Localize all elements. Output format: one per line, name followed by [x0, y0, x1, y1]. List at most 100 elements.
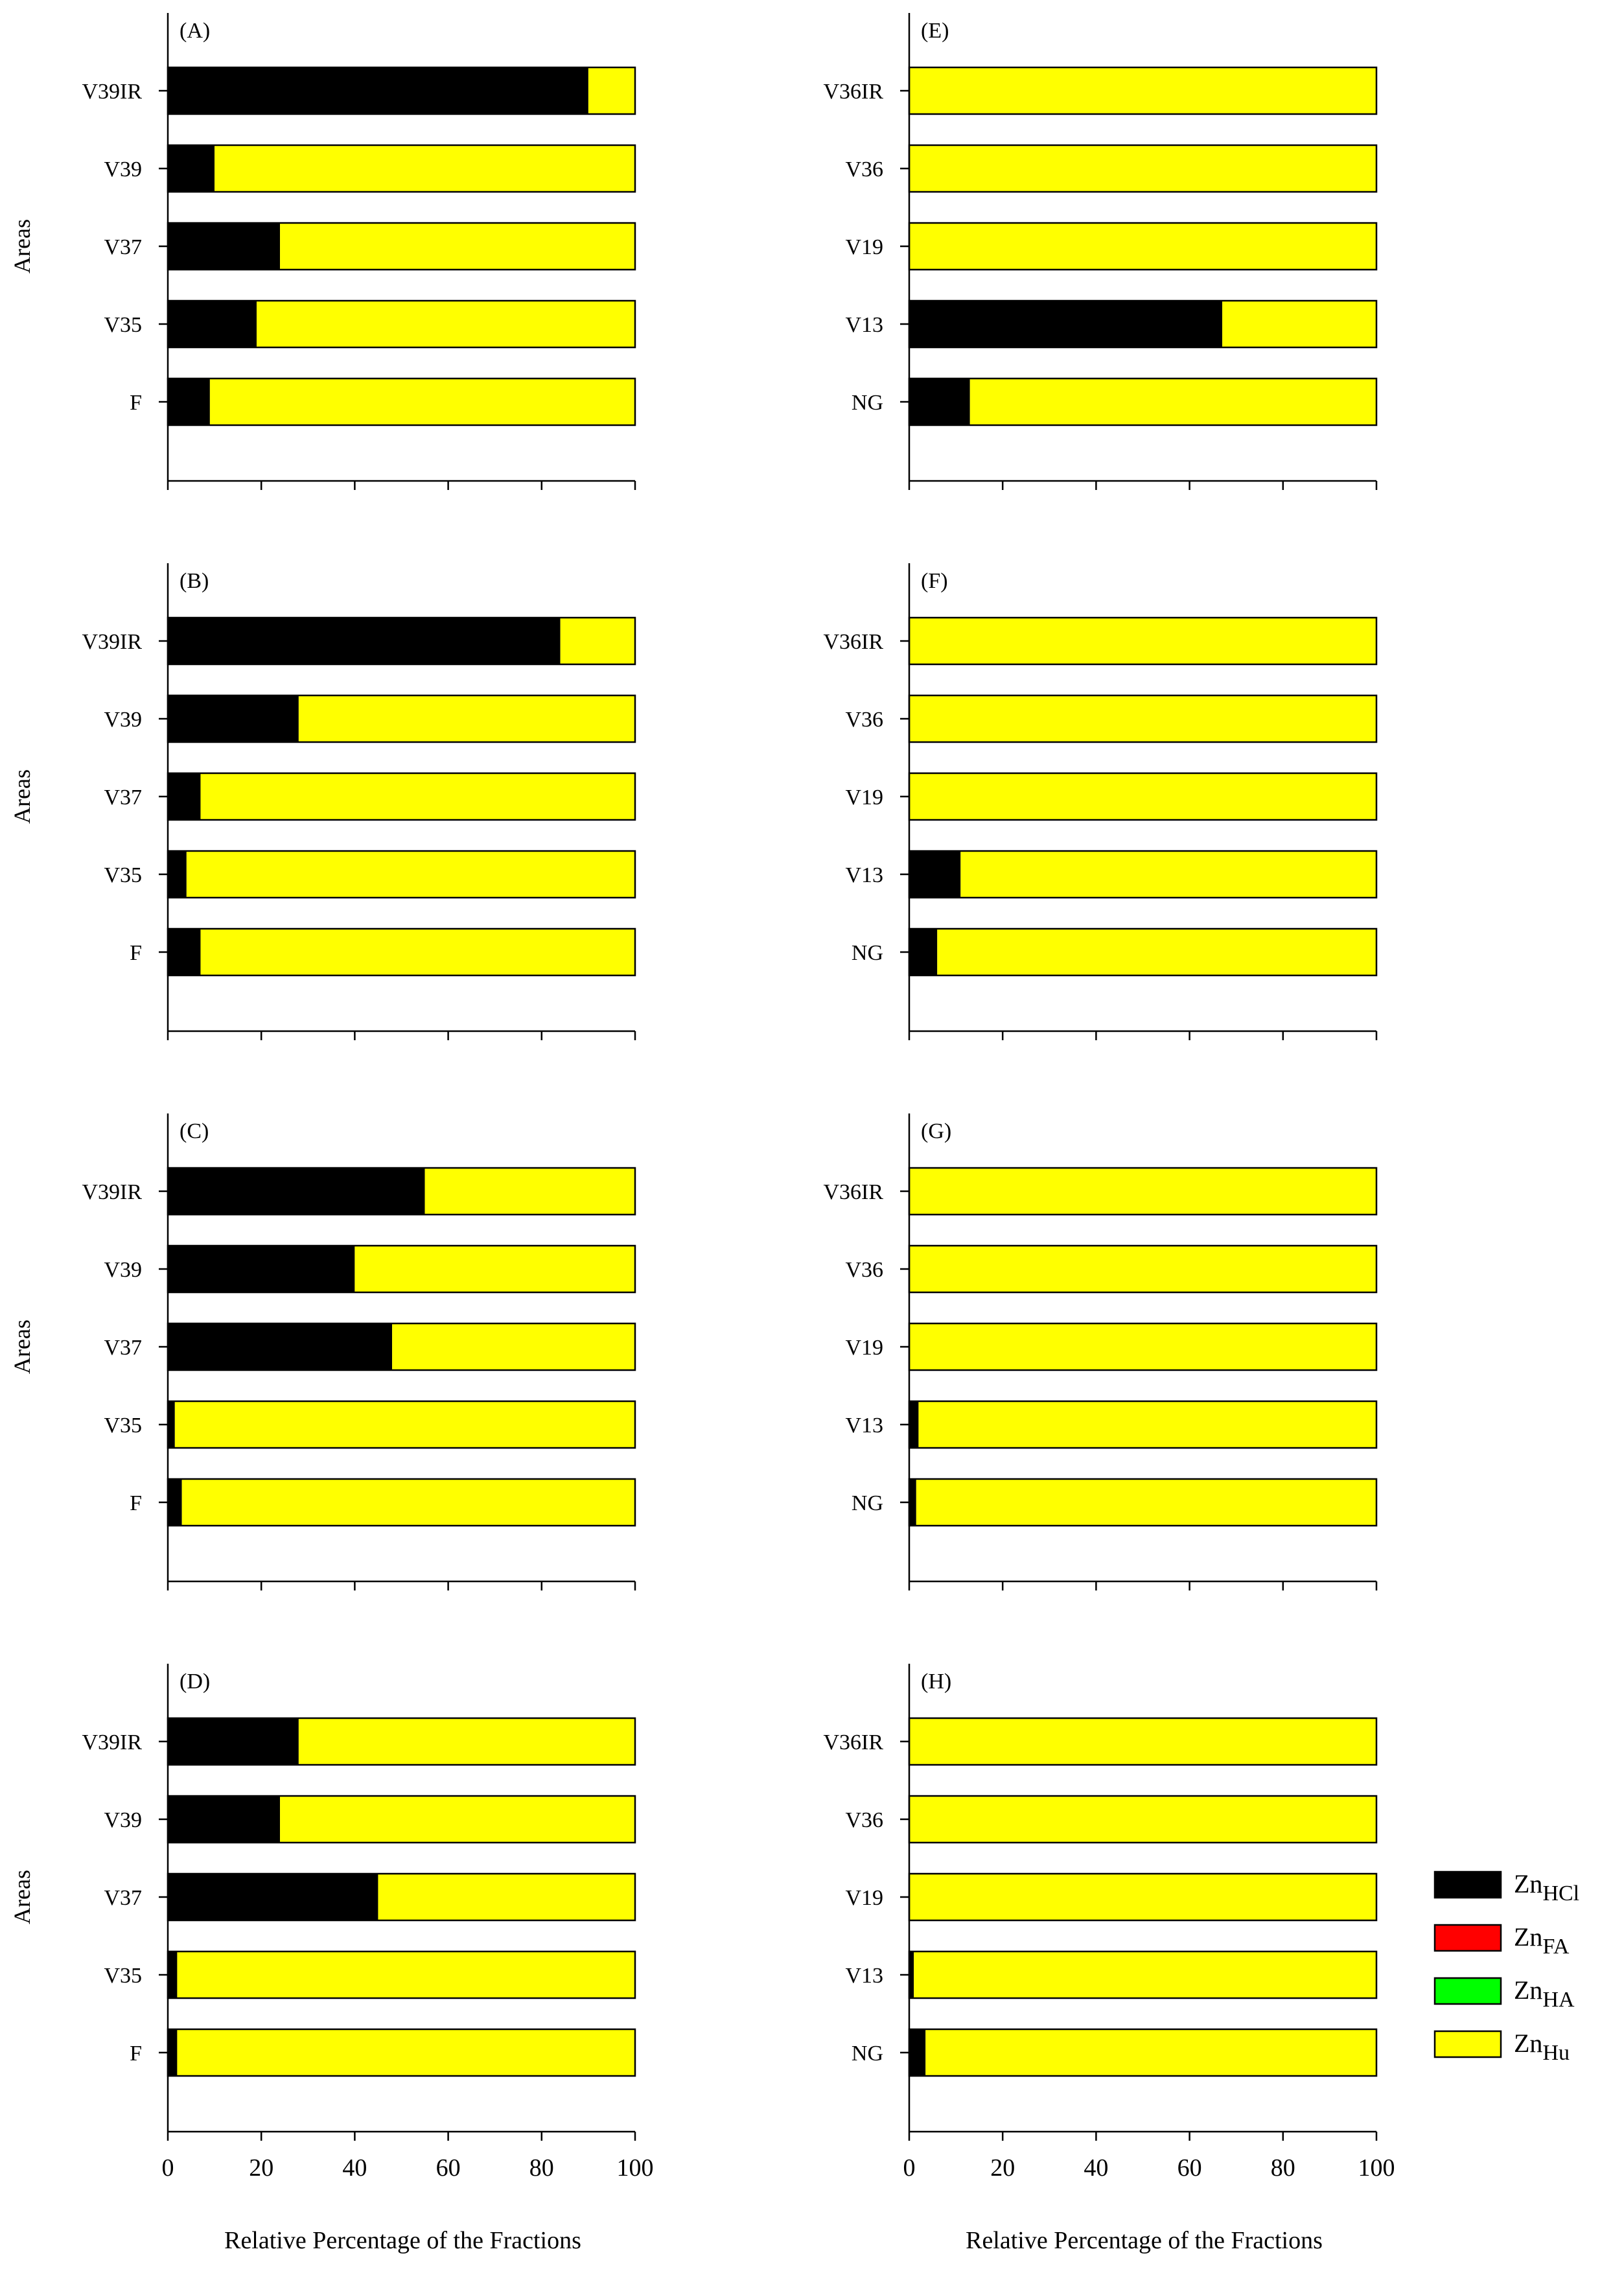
x-tick-label: 80	[1271, 2154, 1295, 2182]
bar-segment-znhcl	[168, 301, 257, 347]
x-tick-label: 0	[903, 2154, 916, 2182]
category-label: V39	[104, 1808, 142, 1832]
panel-label: (F)	[921, 569, 948, 593]
category-label: V37	[104, 786, 142, 809]
category-label: F	[130, 2042, 142, 2066]
bar-segment-znhu	[909, 695, 1376, 742]
bar-segment-znhcl	[168, 1951, 178, 1998]
bar-segment-znhu	[200, 929, 636, 975]
bar-segment-znhcl	[168, 1796, 281, 1843]
panel-d: (D) V39IR V39 V37 V35 F 0 20 40 60 80 100 Relative P…	[9, 1664, 654, 2254]
legend-label-subscript: HA	[1542, 1988, 1575, 2012]
bar-segment-znhcl	[909, 1479, 916, 1526]
bar-segment-znhu	[209, 378, 635, 425]
bar-segment-znhcl	[168, 851, 187, 898]
x-tick-label: 80	[529, 2154, 554, 2182]
category-label: V35	[104, 863, 142, 887]
bar-segment-znhu	[280, 223, 635, 270]
bar-segment-znhu	[914, 1951, 1376, 1998]
legend-label-znha: ZnHA	[1514, 1975, 1575, 2012]
bar-segment-znhcl	[168, 1323, 393, 1370]
bar-segment-znhcl	[168, 67, 588, 114]
category-label: V37	[104, 1336, 142, 1360]
bar-segment-znhu	[937, 929, 1376, 975]
panel-label: (B)	[180, 569, 209, 593]
category-label: V19	[845, 1336, 883, 1360]
category-label: V36	[845, 708, 883, 732]
legend-label-subscript: HCl	[1542, 1881, 1579, 1905]
bar-segment-znhcl	[168, 223, 281, 270]
bar-segment-znhcl	[168, 618, 561, 664]
bar-segment-znhu	[298, 1718, 635, 1765]
category-label: V19	[845, 786, 883, 809]
bar-segment-znhu	[424, 1168, 635, 1215]
category-label: V35	[104, 1414, 142, 1438]
bar-segment-znhu	[392, 1323, 635, 1370]
x-axis-title: Relative Percentage of the Fractions	[224, 2227, 581, 2254]
category-label: NG	[852, 2042, 883, 2066]
bar-segment-znhcl	[909, 851, 961, 898]
y-axis-title: Areas	[9, 219, 35, 274]
category-label: V39	[104, 708, 142, 732]
bar-segment-znhu	[909, 1168, 1376, 1215]
bar-segment-znhu	[200, 773, 636, 820]
panel-h: (H) V36IR V36 V19 V13 NG 0 20 40 60 80 100 Relative …	[823, 1664, 1395, 2254]
y-axis-title: Areas	[9, 769, 35, 824]
bar-segment-znhu	[916, 1479, 1376, 1526]
bar-segment-znhcl	[909, 929, 938, 975]
bar-segment-znhu	[909, 67, 1376, 114]
bar-segment-znhcl	[168, 1479, 182, 1526]
x-axis-title: Relative Percentage of the Fractions	[966, 2227, 1323, 2254]
category-label: V13	[845, 1964, 883, 1988]
x-tick-label: 60	[1177, 2154, 1202, 2182]
panel-label: (H)	[921, 1670, 951, 1694]
legend-swatch-znha	[1433, 1977, 1502, 2005]
bar-segment-znhu	[186, 851, 636, 898]
bar-segment-znhcl	[909, 301, 1223, 347]
category-label: V39IR	[82, 80, 142, 104]
y-axis-title: Areas	[9, 1870, 35, 1924]
category-label: V37	[104, 1886, 142, 1910]
bar-segment-znhu	[909, 773, 1376, 820]
bar-segment-znhu	[918, 1401, 1376, 1448]
x-tick-label: 20	[990, 2154, 1015, 2182]
bar-segment-znhu	[909, 618, 1376, 664]
bar-segment-znhu	[280, 1796, 635, 1843]
bar-segment-znhu	[181, 1479, 635, 1526]
category-label: V36	[845, 157, 883, 181]
bar-segment-znhcl	[168, 1874, 378, 1920]
bar-segment-znhcl	[168, 1168, 425, 1215]
legend-label-base: Zn	[1514, 1975, 1542, 2005]
bar-segment-znhcl	[909, 1401, 919, 1448]
panel-c: (C) V39IR V39 V37 V35 F Areas	[9, 1113, 636, 1590]
category-label: V19	[845, 235, 883, 259]
bar-segment-znhcl	[168, 773, 201, 820]
x-tick-label: 20	[249, 2154, 273, 2182]
bar-segment-znhcl	[909, 1951, 914, 1998]
bar-segment-znhcl	[909, 378, 970, 425]
x-tick-label: 100	[617, 2154, 654, 2182]
legend-label-subscript: FA	[1542, 1935, 1569, 1959]
bar-segment-znhu	[174, 1401, 635, 1448]
bar-segment-znhu	[960, 851, 1376, 898]
category-label: V36IR	[823, 630, 883, 654]
bar-segment-znhu	[177, 1951, 635, 1998]
bar-segment-znhcl	[168, 1246, 355, 1292]
category-label: V36IR	[823, 80, 883, 104]
legend-swatch-znhcl	[1433, 1870, 1502, 1899]
category-label: V37	[104, 235, 142, 259]
bar-segment-znhu	[909, 1874, 1376, 1920]
bar-segment-znhu	[909, 1796, 1376, 1843]
panel-f: (F) V36IR V36 V19 V13 NG	[823, 563, 1378, 1040]
legend-label-base: Zn	[1514, 2029, 1542, 2058]
y-axis-title: Areas	[9, 1320, 35, 1374]
bar-segment-znhu	[909, 1323, 1376, 1370]
bar-segment-znhcl	[909, 2029, 926, 2076]
legend-label-base: Zn	[1514, 1922, 1542, 1951]
panel-a: (A) V39IR V39 V37 V35 F Areas	[9, 13, 636, 490]
category-label: V39IR	[82, 1180, 142, 1204]
bar-segment-znhu	[969, 378, 1376, 425]
x-tick-label: 0	[162, 2154, 174, 2182]
bar-segment-znhu	[588, 67, 635, 114]
